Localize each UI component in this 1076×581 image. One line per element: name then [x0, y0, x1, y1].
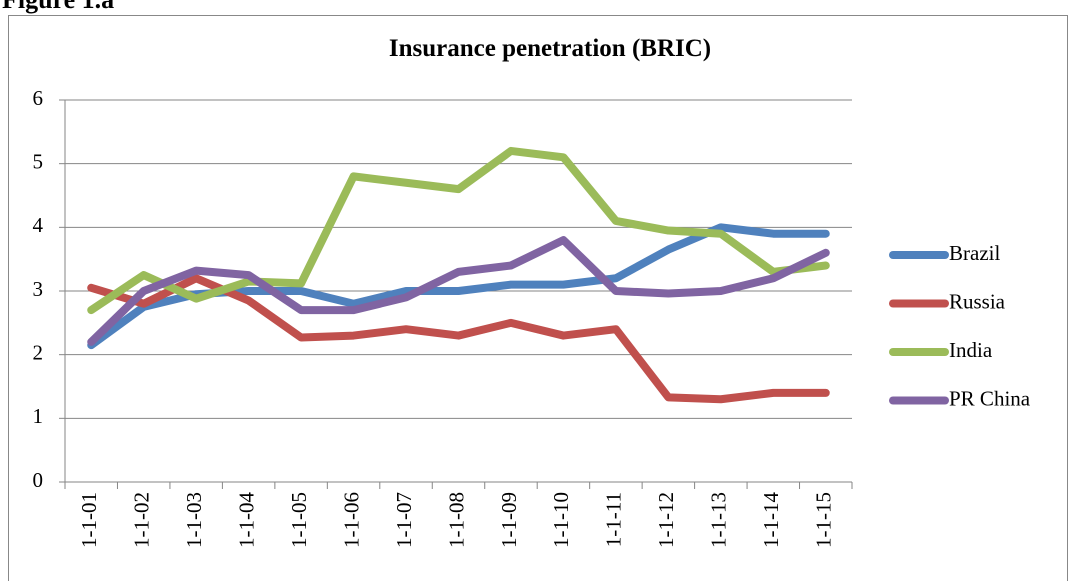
x-tick-label: 1-1-14 [759, 492, 783, 548]
chart-frame [8, 15, 1068, 581]
x-tick-label: 1-1-09 [497, 492, 521, 548]
x-tick-label: 1-1-15 [812, 492, 836, 548]
y-tick-label: 1 [33, 404, 44, 428]
x-tick-label: 1-1-12 [654, 492, 678, 548]
legend-label: India [949, 338, 993, 362]
x-tick-label: 1-1-11 [602, 492, 626, 547]
y-tick-label: 6 [33, 86, 44, 110]
x-tick-label: 1-1-05 [287, 492, 311, 548]
x-tick-label: 1-1-13 [707, 492, 731, 548]
x-tick-label: 1-1-03 [182, 492, 206, 548]
x-tick-label: 1-1-08 [444, 492, 468, 548]
x-tick-label: 1-1-06 [339, 492, 363, 548]
series-line [87, 236, 830, 346]
y-tick-label: 4 [33, 213, 44, 237]
x-tick-label: 1-1-04 [234, 492, 258, 548]
x-tick-label: 1-1-02 [130, 492, 154, 548]
series-line [87, 146, 830, 315]
x-tick-label: 1-1-10 [549, 492, 573, 548]
y-tick-label: 5 [33, 149, 44, 173]
legend-label: Brazil [949, 241, 1000, 265]
legend-label: Russia [949, 289, 1006, 313]
chart-title: Insurance penetration (BRIC) [389, 35, 711, 62]
series-line [87, 223, 830, 350]
legend-label: PR China [949, 386, 1031, 410]
y-tick-label: 3 [33, 277, 44, 301]
x-tick-label: 1-1-01 [77, 492, 101, 548]
figure-heading: Figure 1.a [2, 0, 114, 14]
y-tick-label: 2 [33, 340, 44, 364]
x-tick-label: 1-1-07 [392, 492, 416, 548]
series-line [87, 274, 830, 404]
y-tick-label: 0 [33, 468, 44, 492]
